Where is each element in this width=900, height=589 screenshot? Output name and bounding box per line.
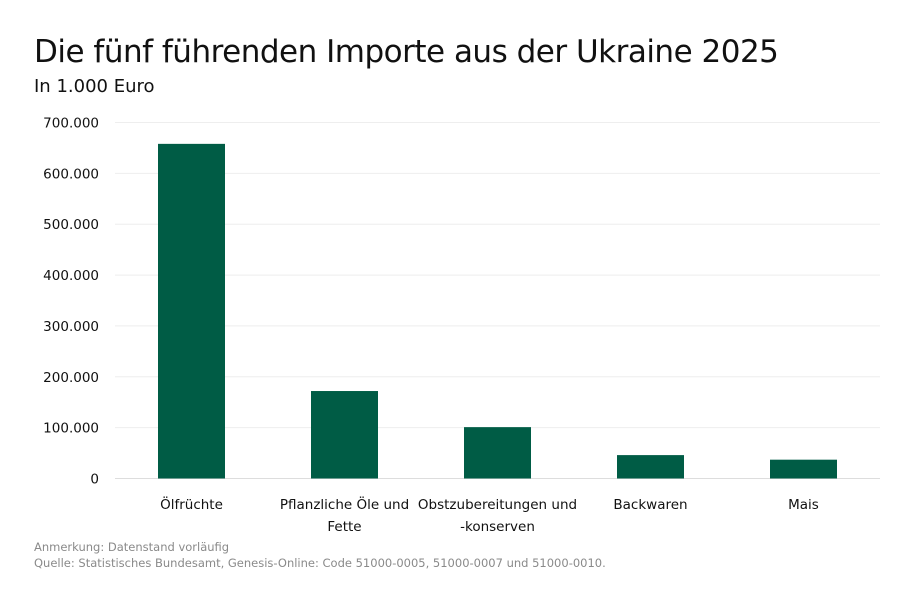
bar [617, 455, 684, 479]
bar [770, 459, 837, 479]
x-tick-label: Pflanzliche Öle und [280, 495, 409, 513]
bar [311, 391, 378, 479]
bar [464, 427, 531, 479]
y-tick-label: 100.000 [43, 421, 99, 437]
y-tick-label: 700.000 [43, 116, 99, 132]
chart-title: Die fünf führenden Importe aus der Ukrai… [34, 34, 779, 70]
x-tick-label: -konserven [460, 519, 535, 535]
x-tick-label: Obstzubereitungen und [418, 497, 577, 513]
note-source: Quelle: Statistisches Bundesamt, Genesis… [34, 556, 606, 570]
bar [158, 143, 225, 479]
y-tick-label: 600.000 [43, 166, 99, 182]
y-tick-label: 0 [90, 472, 99, 488]
y-tick-label: 200.000 [43, 370, 99, 386]
x-tick-label: Mais [788, 497, 819, 513]
y-tick-label: 400.000 [43, 268, 99, 284]
note-remark: Anmerkung: Datenstand vorläufig [34, 540, 230, 554]
y-tick-label: 300.000 [43, 319, 99, 335]
x-tick-label: Backwaren [613, 497, 687, 513]
chart-subtitle: In 1.000 Euro [34, 76, 155, 97]
x-tick-label: Ölfrüchte [160, 495, 223, 513]
y-tick-label: 500.000 [43, 217, 99, 233]
x-tick-label: Fette [327, 519, 361, 535]
